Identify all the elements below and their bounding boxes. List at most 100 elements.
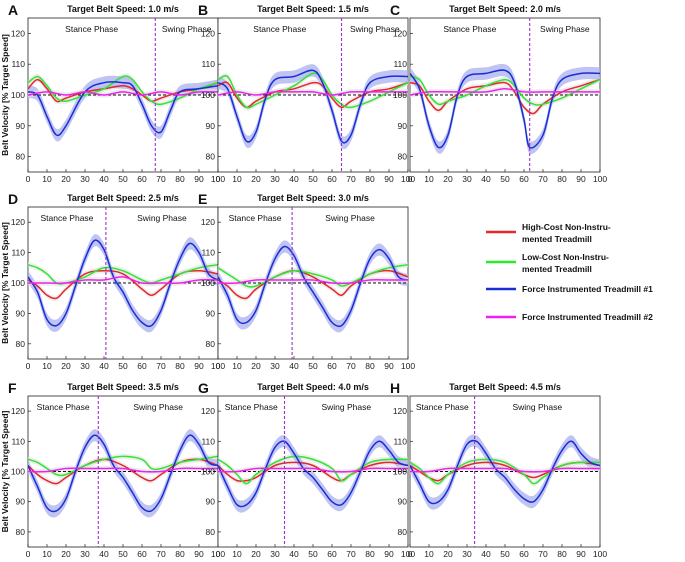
stance-phase-label: Stance Phase	[37, 402, 90, 412]
y-tick-label: 110	[201, 436, 215, 446]
x-tick-label: 100	[401, 549, 415, 559]
swing-phase-label: Swing Phase	[540, 24, 590, 34]
x-tick-label: 70	[538, 549, 548, 559]
x-tick-label: 40	[99, 549, 109, 559]
y-tick-label: 120	[393, 28, 407, 38]
series-line-2	[218, 264, 408, 288]
x-tick-label: 0	[216, 361, 221, 371]
x-tick-label: 90	[384, 174, 394, 184]
y-tick-label: 80	[16, 339, 26, 349]
plot-content	[28, 207, 218, 359]
series-line-3	[28, 81, 218, 137]
x-tick-label: 20	[61, 549, 71, 559]
x-tick-label: 20	[251, 549, 261, 559]
y-tick-label: 110	[11, 248, 25, 258]
y-tick-label: 100	[393, 467, 407, 477]
band-3	[218, 240, 408, 333]
x-tick-label: 50	[500, 549, 510, 559]
legend: High-Cost Non-Instru-mented Treadmill Low…	[486, 222, 653, 322]
series-line-4	[28, 276, 218, 285]
x-tick-label: 60	[327, 549, 337, 559]
x-tick-label: 80	[175, 361, 185, 371]
panel-title: Target Belt Speed: 3.0 m/s	[257, 193, 369, 203]
x-tick-label: 40	[289, 174, 299, 184]
y-tick-label: 100	[11, 278, 25, 288]
series-line-2	[218, 455, 408, 485]
swing-phase-label: Swing Phase	[325, 213, 375, 223]
x-tick-label: 100	[401, 361, 415, 371]
y-tick-label: 110	[201, 59, 215, 69]
y-tick-label: 100	[11, 90, 25, 100]
x-tick-label: 70	[346, 174, 356, 184]
x-tick-label: 90	[194, 549, 204, 559]
panel-letter: H	[390, 380, 400, 396]
x-tick-label: 40	[481, 174, 491, 184]
x-tick-label: 100	[211, 174, 225, 184]
swing-phase-label: Swing Phase	[321, 402, 371, 412]
y-tick-label: 90	[16, 121, 26, 131]
x-tick-label: 60	[327, 361, 337, 371]
y-tick-label: 80	[206, 339, 216, 349]
x-tick-label: 20	[61, 174, 71, 184]
x-tick-label: 10	[232, 549, 242, 559]
series-line-3	[218, 69, 408, 144]
y-tick-label: 100	[201, 90, 215, 100]
y-tick-label: 80	[16, 527, 26, 537]
series-line-2	[410, 75, 600, 106]
x-tick-label: 30	[462, 174, 472, 184]
stance-phase-label: Stance Phase	[225, 402, 278, 412]
plot-content	[410, 396, 600, 547]
y-tick-label: 110	[393, 59, 407, 69]
series-line-3	[218, 440, 408, 508]
x-tick-label: 90	[576, 549, 586, 559]
y-tick-label: 120	[201, 28, 215, 38]
y-tick-label: 120	[11, 28, 25, 38]
x-tick-label: 30	[80, 549, 90, 559]
series-line-3	[218, 245, 408, 328]
plot-content	[28, 396, 218, 547]
x-tick-label: 80	[365, 361, 375, 371]
panel-letter: G	[198, 380, 209, 396]
y-tick-label: 90	[398, 121, 408, 131]
panel-title: Target Belt Speed: 2.5 m/s	[67, 193, 179, 203]
y-tick-label: 120	[201, 217, 215, 227]
y-tick-label: 110	[11, 59, 25, 69]
panel-A: 80 90 100 110 120 0 10 20 30 40 50 60 70 80 90 100 Targe…	[8, 2, 225, 184]
series-line-4	[410, 88, 600, 96]
series-line-4	[218, 279, 408, 285]
x-tick-label: 30	[462, 549, 472, 559]
panel-F: 80 90 100 110 120 0 10 20 30 40 50 60 70 80 90 100 Targe…	[8, 380, 225, 562]
y-tick-label: 80	[398, 152, 408, 162]
x-tick-label: 50	[308, 174, 318, 184]
plot-content	[218, 396, 408, 547]
legend-label-1: High-Cost Non-Instru-	[522, 222, 611, 232]
x-tick-label: 50	[308, 549, 318, 559]
x-tick-label: 100	[211, 361, 225, 371]
x-tick-label: 80	[175, 174, 185, 184]
x-tick-label: 50	[118, 174, 128, 184]
x-tick-label: 60	[137, 549, 147, 559]
swing-phase-label: Swing Phase	[512, 402, 562, 412]
y-tick-label: 120	[201, 406, 215, 416]
x-tick-label: 60	[519, 174, 529, 184]
x-tick-label: 0	[216, 549, 221, 559]
x-tick-label: 70	[156, 361, 166, 371]
y-tick-label: 90	[16, 308, 26, 318]
x-tick-label: 20	[443, 549, 453, 559]
series-line-3	[410, 439, 600, 505]
band-3	[218, 435, 408, 513]
y-tick-label: 80	[206, 152, 216, 162]
y-tick-label: 120	[11, 217, 25, 227]
x-tick-label: 40	[481, 549, 491, 559]
series-line-2	[28, 455, 218, 477]
panel-E: 80 90 100 110 120 0 10 20 30 40 50 60 70 80 90 100 Targe…	[198, 191, 415, 371]
panel-letter: C	[390, 2, 400, 18]
x-tick-label: 60	[519, 549, 529, 559]
series-line-2	[28, 264, 218, 285]
series-line-4	[28, 467, 218, 473]
panel-H: 80 90 100 110 120 0 10 20 30 40 50 60 70 80 90 100 Targe…	[390, 380, 607, 559]
x-tick-label: 40	[99, 361, 109, 371]
x-tick-label: 80	[557, 549, 567, 559]
y-tick-label: 100	[11, 467, 25, 477]
